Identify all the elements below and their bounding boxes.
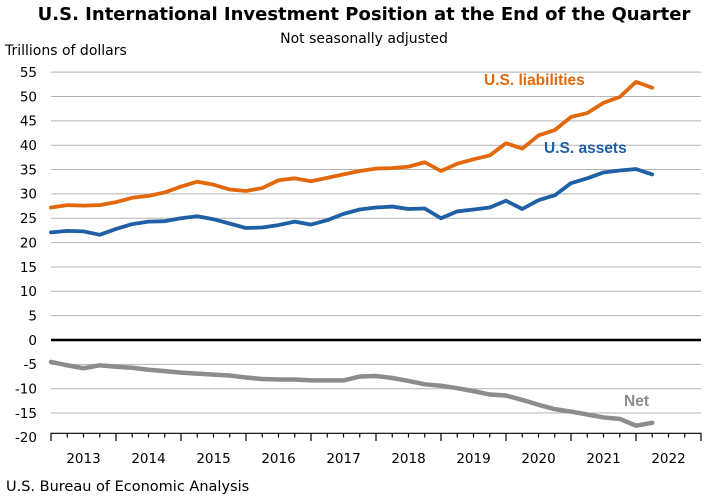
y-tick-label: 45 — [20, 114, 37, 130]
series-label-net: Net — [624, 393, 649, 410]
y-tick-label: 40 — [20, 138, 37, 154]
y-tick-label: -5 — [24, 357, 37, 373]
y-tick-label: 5 — [28, 308, 37, 324]
y-tick-label: -15 — [15, 406, 37, 422]
y-axis-unit-label: Trillions of dollars — [5, 43, 127, 59]
y-tick-label: 55 — [20, 65, 37, 81]
y-tick-label: -10 — [15, 382, 37, 398]
series-line-liabilities — [49, 79, 655, 210]
y-tick-label: -20 — [15, 430, 37, 446]
y-tick-label: 25 — [20, 211, 37, 227]
x-tick-label: 2021 — [586, 451, 620, 467]
source-attribution: U.S. Bureau of Economic Analysis — [6, 479, 250, 495]
series-label-liabilities: U.S. liabilities — [484, 72, 585, 89]
y-tick-label: 0 — [28, 333, 37, 349]
y-tick-label: 15 — [20, 260, 37, 276]
x-tick-label: 2016 — [261, 451, 295, 467]
series-label-assets: U.S. assets — [544, 140, 627, 157]
x-tick-label: 2015 — [196, 451, 230, 467]
x-tick-label: 2022 — [651, 451, 685, 467]
series-line-assets — [49, 167, 655, 237]
x-tick-label: 2018 — [391, 451, 425, 467]
y-tick-label: 20 — [20, 235, 37, 251]
chart-subtitle: Not seasonally adjusted — [280, 31, 448, 47]
x-tick-label: 2019 — [456, 451, 490, 467]
y-tick-label: 30 — [20, 187, 37, 203]
x-tick-label: 2020 — [521, 451, 555, 467]
y-tick-label: 10 — [20, 284, 37, 300]
chart-title: U.S. International Investment Position a… — [37, 4, 691, 25]
series-line-net — [48, 359, 655, 428]
y-tick-label: 50 — [20, 89, 37, 105]
x-tick-label: 2013 — [66, 451, 100, 467]
x-tick-label: 2017 — [326, 451, 360, 467]
y-tick-label: 35 — [20, 162, 37, 178]
x-tick-label: 2014 — [131, 451, 165, 467]
